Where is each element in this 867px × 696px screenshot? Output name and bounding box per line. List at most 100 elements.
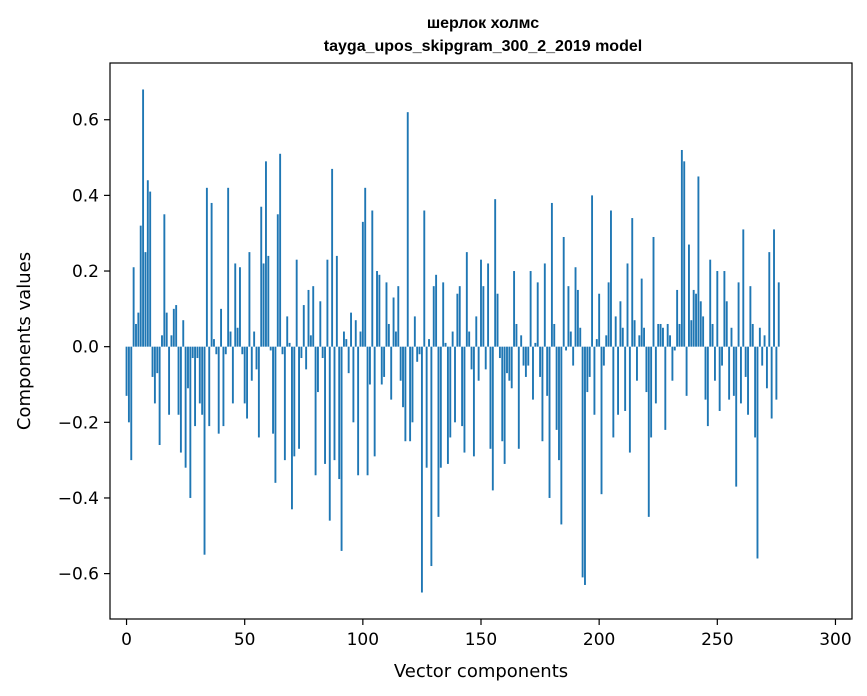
bar xyxy=(749,286,752,347)
bar xyxy=(690,320,693,347)
bar xyxy=(378,274,381,347)
x-tick-label: 250 xyxy=(701,630,733,650)
bar xyxy=(376,271,378,347)
bar xyxy=(239,267,241,347)
bar xyxy=(300,346,303,359)
axes-group: 0 50 100 150 200 250 300 −0.6 −0.4 −0.2 0.0 0.2 0.4 0… xyxy=(58,111,852,650)
bar xyxy=(279,153,282,347)
bar xyxy=(272,346,274,434)
bar xyxy=(550,202,553,347)
bar xyxy=(187,346,189,389)
bar xyxy=(130,346,133,461)
bar xyxy=(144,252,147,347)
y-tick-label: 0.4 xyxy=(72,186,99,206)
bar xyxy=(298,346,300,449)
bar xyxy=(761,346,764,366)
bar xyxy=(165,312,168,347)
bar xyxy=(732,346,735,396)
bar xyxy=(482,286,485,347)
bar xyxy=(142,89,145,347)
bar xyxy=(711,323,714,347)
bar xyxy=(576,289,579,347)
bar xyxy=(317,346,319,393)
bar xyxy=(461,346,464,427)
bar xyxy=(135,323,137,347)
bar xyxy=(529,271,532,347)
bar xyxy=(420,346,423,593)
bar xyxy=(177,346,180,415)
chart-title: шерлок холмс xyxy=(427,15,539,32)
bar xyxy=(390,346,393,400)
bar xyxy=(628,346,631,453)
bar xyxy=(515,323,518,347)
bar xyxy=(335,255,338,347)
bar xyxy=(654,346,657,404)
bar xyxy=(404,346,407,442)
bar xyxy=(657,323,660,347)
bar xyxy=(432,286,435,347)
bar xyxy=(208,346,211,427)
bar xyxy=(179,346,182,453)
bar xyxy=(276,214,279,347)
bar xyxy=(191,346,194,359)
bar xyxy=(293,346,296,457)
bar xyxy=(172,308,175,347)
bar xyxy=(735,346,738,487)
bar xyxy=(706,346,709,427)
bar xyxy=(541,346,544,442)
bar xyxy=(373,346,376,457)
bar xyxy=(234,263,237,347)
bar xyxy=(236,327,239,347)
x-tick-label: 50 xyxy=(234,630,256,650)
bar xyxy=(380,346,383,385)
bar xyxy=(498,346,501,359)
bar xyxy=(302,305,305,347)
bar xyxy=(161,335,163,347)
x-tick-label: 200 xyxy=(583,630,615,650)
bar xyxy=(446,346,449,464)
bar xyxy=(213,339,215,347)
bar xyxy=(517,346,520,449)
bar xyxy=(763,335,766,347)
bar xyxy=(139,225,142,347)
bar xyxy=(652,236,655,347)
bar xyxy=(347,346,350,374)
bar xyxy=(595,339,598,347)
bar xyxy=(602,346,605,366)
bar xyxy=(562,236,565,347)
bar xyxy=(555,346,558,430)
bar xyxy=(151,346,154,377)
bar xyxy=(281,346,284,355)
bar xyxy=(669,335,671,347)
bar xyxy=(217,346,220,434)
y-tick-label: 0.0 xyxy=(72,338,99,358)
bar xyxy=(456,293,459,347)
bar xyxy=(319,301,322,347)
bar xyxy=(175,305,178,347)
bar xyxy=(539,346,542,377)
bar xyxy=(210,202,213,347)
bar xyxy=(607,282,610,347)
bar xyxy=(170,335,173,347)
bar xyxy=(546,346,549,396)
bar xyxy=(765,346,768,389)
bar xyxy=(385,282,388,347)
bar xyxy=(153,346,156,404)
bar xyxy=(522,346,525,366)
bar xyxy=(220,308,223,347)
bar xyxy=(364,187,367,347)
bar xyxy=(248,252,251,347)
bar xyxy=(484,346,487,370)
bar xyxy=(470,346,473,370)
bar xyxy=(291,346,293,510)
bar xyxy=(636,346,638,381)
bar xyxy=(477,346,480,381)
bar xyxy=(265,161,267,347)
bar xyxy=(685,346,688,396)
bar xyxy=(146,180,149,347)
bar xyxy=(132,267,135,347)
bar xyxy=(413,316,416,347)
bar xyxy=(345,339,348,347)
bar xyxy=(428,339,430,347)
y-tick-label: −0.6 xyxy=(58,565,99,585)
